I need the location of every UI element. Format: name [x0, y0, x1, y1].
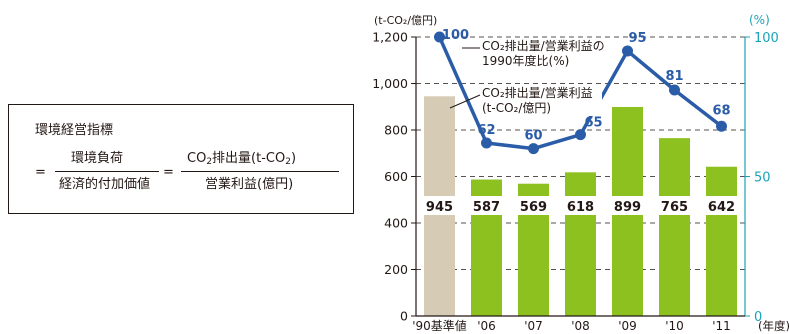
bar — [706, 166, 737, 316]
left-tick-label: 0 — [400, 309, 408, 324]
x-tick-label: '06 — [477, 319, 496, 333]
line-point — [481, 137, 492, 149]
bar-value-box — [564, 196, 597, 215]
left-tick-label: 400 — [384, 216, 408, 231]
left-axis-unit: (t-CO₂/億円) — [374, 14, 437, 27]
line-point — [575, 129, 586, 141]
formula-numerator-2-sub: 2 — [206, 157, 213, 167]
bar-value-label: 587 — [473, 200, 500, 215]
bar-value-label: 569 — [520, 200, 547, 215]
bar-value-box — [611, 196, 644, 215]
bar-value-label: 945 — [426, 200, 453, 215]
chart-text: 0 200 400 600 800 1,000 1,200 0 50 100 945 587 569 61… — [372, 13, 789, 333]
bar-value-box — [517, 196, 550, 215]
x-tick-label: '10 — [665, 319, 684, 333]
bar-value-label: 899 — [614, 200, 641, 215]
formula-denominator-1: 経済的付加価値 — [59, 177, 151, 192]
formula-numerator-2-part-a: CO — [187, 151, 207, 166]
bar-value-label: 765 — [661, 200, 688, 215]
x-tick-label: '09 — [618, 319, 637, 333]
line-value-label: 100 — [442, 28, 469, 43]
line-point — [622, 45, 633, 57]
legend-leader-line — [449, 94, 481, 109]
bar — [565, 172, 596, 316]
line-value-label: 81 — [665, 69, 683, 84]
formula-numerator-2-sub2: 2 — [285, 157, 291, 167]
right-tick-label: 100 — [754, 31, 779, 46]
bar-value-box — [705, 196, 738, 215]
left-tick-label: 200 — [384, 262, 408, 277]
line-value-label: 65 — [584, 116, 602, 131]
right-tick-label: 50 — [754, 171, 771, 186]
bar-value-box — [470, 196, 503, 215]
formula-numerator-1: 環境負荷 — [71, 151, 124, 166]
right-axis-unit: (%) — [749, 13, 770, 27]
fraction-bar-1 — [55, 171, 159, 172]
left-tick-label: 600 — [384, 169, 408, 184]
line-value-label: 68 — [712, 103, 730, 118]
formula-equals-1: = — [35, 165, 46, 180]
line-point — [434, 31, 445, 43]
formula-equals-2: = — [163, 165, 174, 180]
left-tick-label: 800 — [384, 123, 408, 138]
legend-bar-series-label-1: CO₂排出量/営業利益 — [482, 86, 593, 100]
bar-value-label: 618 — [567, 200, 594, 215]
bar — [659, 138, 690, 316]
fraction-bar-2 — [181, 171, 339, 172]
legend-bar-series-label-2: (t-CO₂/億円) — [482, 101, 551, 115]
right-tick-label: 0 — [754, 310, 762, 325]
line-point — [716, 120, 727, 132]
line-value-label: 62 — [477, 123, 495, 138]
legend-bg — [478, 40, 614, 70]
bar-value-label: 642 — [708, 200, 735, 215]
x-tick-label: '11 — [712, 319, 731, 333]
line-value-label: 95 — [628, 31, 646, 46]
bar-value-box — [423, 196, 456, 215]
formula-box: 環境経営指標 = 環境負荷 経済的付加価値 = CO2排出量(t-CO2) 営業… — [8, 104, 354, 214]
formula-numerator-2: CO2排出量(t-CO2) — [187, 151, 296, 167]
legend-line-series-label-2: 1990年度比(%) — [482, 53, 569, 68]
formula-numerator-2-part-b: 排出量(t-CO — [212, 151, 286, 166]
formula-title: 環境経営指標 — [35, 123, 114, 138]
line-value-label: 60 — [524, 129, 542, 144]
legend-line-series-label-1: CO₂排出量/営業利益の — [482, 39, 605, 53]
bars — [423, 96, 738, 316]
line-point — [669, 84, 680, 96]
formula-denominator-2: 営業利益(億円) — [205, 177, 294, 192]
legend-bg — [478, 86, 602, 116]
axes — [411, 36, 750, 317]
x-tick-label: '90基準値 — [412, 318, 467, 333]
line-series — [434, 31, 727, 155]
line-point — [528, 143, 539, 155]
formula-numerator-2-part-c: ) — [290, 151, 297, 166]
left-tick-label: 1,000 — [372, 76, 408, 91]
x-axis-unit: (年度) — [758, 319, 789, 333]
x-tick-label: '08 — [571, 319, 590, 333]
left-tick-label: 1,200 — [372, 30, 408, 45]
bar-value-box — [658, 196, 691, 215]
x-tick-label: '07 — [524, 319, 543, 333]
